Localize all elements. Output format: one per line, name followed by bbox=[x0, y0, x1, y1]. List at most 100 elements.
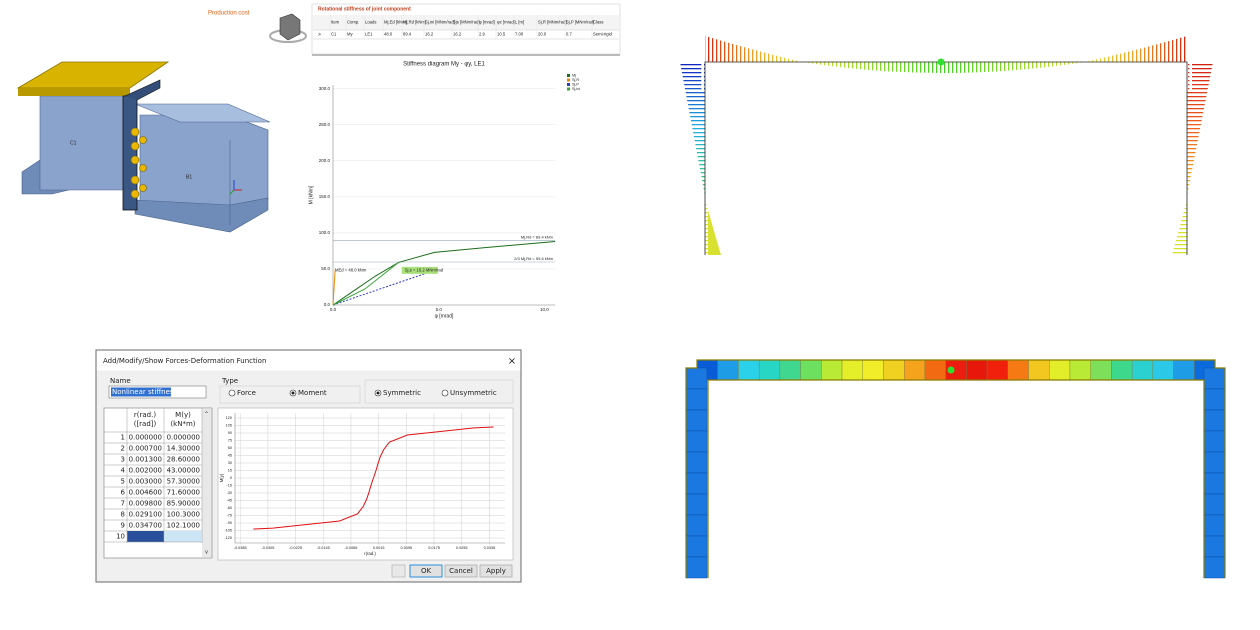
connection-model: Production cost C1 B1 bbox=[16, 11, 307, 233]
reference-label: Mj,Rd = 89.4 kNm bbox=[521, 235, 554, 240]
radio-label: Unsymmetric bbox=[450, 389, 497, 397]
y-tick-label: -90 bbox=[227, 521, 233, 525]
radio-button[interactable] bbox=[228, 389, 236, 397]
x-tick-label: -0.0065 bbox=[345, 546, 358, 550]
selected-cell bbox=[164, 531, 202, 542]
table-cell: 43.00000 bbox=[167, 467, 200, 475]
beam-cell bbox=[1028, 359, 1050, 381]
button[interactable] bbox=[444, 564, 478, 578]
axis-triad bbox=[229, 180, 242, 195]
series-line bbox=[253, 426, 494, 530]
beam-cell bbox=[1049, 359, 1071, 381]
node bbox=[937, 58, 945, 66]
member-label: B1 bbox=[186, 174, 192, 180]
series-line bbox=[332, 262, 399, 306]
table-cell: 85.90000 bbox=[167, 500, 200, 508]
table-cell: 6 bbox=[121, 489, 126, 497]
y-tick-label: 120 bbox=[226, 416, 232, 420]
beam-cell bbox=[883, 359, 905, 381]
beam-cell bbox=[1069, 359, 1091, 381]
column-cell bbox=[1203, 430, 1226, 453]
y-tick-label: 50.0 bbox=[321, 266, 330, 271]
beam-web bbox=[39, 95, 129, 191]
table-cell: 1 bbox=[121, 434, 125, 442]
beam-cell bbox=[1007, 359, 1029, 381]
x-tick-label: 0.0335 bbox=[484, 546, 496, 550]
button[interactable] bbox=[409, 564, 443, 578]
column-header: Mj,Ed [kNm] bbox=[384, 20, 407, 25]
beam-cell bbox=[779, 359, 801, 381]
column-cell bbox=[1203, 556, 1226, 579]
end-plate-top bbox=[124, 79, 161, 101]
scroll-down[interactable]: v bbox=[205, 550, 208, 556]
table-cell: 89.4 bbox=[403, 32, 412, 37]
y-tick-label: 90 bbox=[228, 431, 232, 435]
column-header: Sj,R [MNm/rad] bbox=[538, 20, 567, 25]
column-header: Item bbox=[331, 20, 340, 25]
table-cell: 7 bbox=[121, 500, 125, 508]
column-header: Class bbox=[593, 20, 603, 25]
column-header: r(rad.) bbox=[134, 411, 156, 419]
beam-cell bbox=[758, 359, 781, 381]
legend-label: Mj bbox=[572, 74, 576, 78]
button[interactable] bbox=[479, 564, 513, 578]
beam-cell bbox=[1152, 359, 1174, 381]
type-label: Type bbox=[221, 377, 238, 385]
dialog-title: Add/Modify/Show Forces-Deformation Funct… bbox=[103, 357, 266, 365]
name-label: Name bbox=[110, 377, 131, 385]
annotation-box bbox=[401, 266, 438, 274]
column-header: M(y) bbox=[175, 411, 191, 419]
column-cell bbox=[1203, 493, 1226, 516]
series-line bbox=[332, 270, 336, 306]
column-flange-edge bbox=[18, 88, 130, 96]
y-axis-label: M [kNm] bbox=[308, 185, 314, 204]
beam-cell bbox=[1173, 359, 1195, 381]
header-row bbox=[313, 15, 619, 30]
stress-frame bbox=[685, 359, 1226, 579]
table-cell: 20.0 bbox=[538, 32, 547, 37]
y-tick-label: 15 bbox=[228, 469, 232, 473]
x-tick-label: -0.0385 bbox=[234, 546, 247, 550]
table-cell: 4 bbox=[121, 467, 126, 475]
column-flange bbox=[16, 61, 170, 89]
radio-button[interactable] bbox=[441, 389, 449, 397]
close-button[interactable]: × bbox=[508, 356, 516, 367]
y-tick-label: -30 bbox=[227, 491, 233, 495]
view-cube bbox=[269, 13, 307, 43]
table-cell: 0.009800 bbox=[129, 500, 162, 508]
column-cell bbox=[685, 493, 708, 516]
column-cell bbox=[685, 430, 708, 453]
column-header: Mj,Rd [kNm] bbox=[403, 20, 426, 25]
column-header: Sj,ini [MNm/rad] bbox=[425, 20, 455, 25]
y-tick-label: 60 bbox=[228, 446, 232, 450]
table-cell: 8 bbox=[121, 511, 125, 519]
x-tick-label: -0.0145 bbox=[317, 546, 330, 550]
column-header: Comp. bbox=[347, 20, 359, 25]
x-tick-label: 0.0015 bbox=[373, 546, 385, 550]
icon-button[interactable] bbox=[391, 564, 406, 578]
scrollbar[interactable] bbox=[202, 409, 212, 557]
y-tick-label: -105 bbox=[224, 529, 232, 533]
y-tick-label: 200.0 bbox=[319, 158, 331, 163]
y-tick-label: -45 bbox=[227, 499, 233, 503]
column-cell bbox=[685, 451, 708, 474]
table-cell: 2 bbox=[121, 445, 125, 453]
group-box bbox=[219, 385, 361, 404]
table-cell: Semi-rigid bbox=[593, 32, 613, 37]
y-tick-label: 105 bbox=[226, 424, 232, 428]
column-header: ([rad]) bbox=[134, 420, 157, 428]
radio-dot bbox=[376, 391, 380, 395]
annotation: Sj,s = 16.2 MNm/rad bbox=[405, 267, 444, 272]
scroll-up[interactable]: ^ bbox=[204, 412, 208, 418]
table-cell: 71.60000 bbox=[167, 489, 200, 497]
y-tick-label: 250.0 bbox=[319, 122, 331, 127]
column-cell bbox=[685, 367, 708, 390]
annotation: MEd = 48.0 kNm bbox=[335, 267, 367, 272]
table-cell: 100.3000 bbox=[167, 511, 200, 519]
y-tick-label: 300.0 bbox=[319, 86, 331, 91]
x-tick-label: 5.0 bbox=[436, 307, 443, 312]
table-cell: 7.00 bbox=[515, 32, 524, 37]
button-label: Cancel bbox=[449, 567, 473, 575]
table-title: Rotational stiffness of joint component bbox=[318, 6, 411, 12]
